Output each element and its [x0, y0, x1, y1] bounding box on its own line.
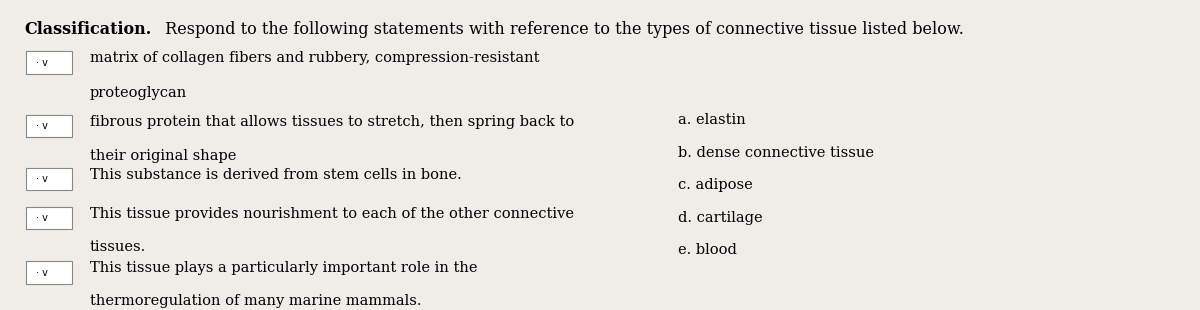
Text: Respond to the following statements with reference to the types of connective ti: Respond to the following statements with… — [160, 21, 964, 38]
Text: matrix of collagen fibers and rubbery, compression-resistant: matrix of collagen fibers and rubbery, c… — [90, 51, 540, 65]
Text: their original shape: their original shape — [90, 149, 236, 163]
Text: fibrous protein that allows tissues to stretch, then spring back to: fibrous protein that allows tissues to s… — [90, 115, 575, 129]
Text: · v: · v — [36, 121, 47, 131]
Text: · v: · v — [36, 213, 47, 223]
Text: This substance is derived from stem cells in bone.: This substance is derived from stem cell… — [90, 168, 462, 182]
Text: proteoglycan: proteoglycan — [90, 86, 187, 100]
Text: d. cartilage: d. cartilage — [678, 211, 763, 225]
Text: c. adipose: c. adipose — [678, 178, 752, 192]
Text: · v: · v — [36, 174, 47, 184]
FancyBboxPatch shape — [26, 51, 72, 74]
Text: tissues.: tissues. — [90, 240, 146, 254]
Text: a. elastin: a. elastin — [678, 113, 745, 127]
Text: b. dense connective tissue: b. dense connective tissue — [678, 146, 874, 161]
FancyBboxPatch shape — [26, 115, 72, 137]
Text: · v: · v — [36, 58, 47, 68]
FancyBboxPatch shape — [26, 207, 72, 229]
Text: Classification.: Classification. — [24, 21, 151, 38]
FancyBboxPatch shape — [26, 261, 72, 284]
Text: This tissue plays a particularly important role in the: This tissue plays a particularly importa… — [90, 261, 478, 275]
Text: · v: · v — [36, 268, 47, 277]
Text: e. blood: e. blood — [678, 243, 737, 257]
FancyBboxPatch shape — [26, 168, 72, 190]
Text: This tissue provides nourishment to each of the other connective: This tissue provides nourishment to each… — [90, 207, 574, 221]
Text: thermoregulation of many marine mammals.: thermoregulation of many marine mammals. — [90, 294, 421, 308]
